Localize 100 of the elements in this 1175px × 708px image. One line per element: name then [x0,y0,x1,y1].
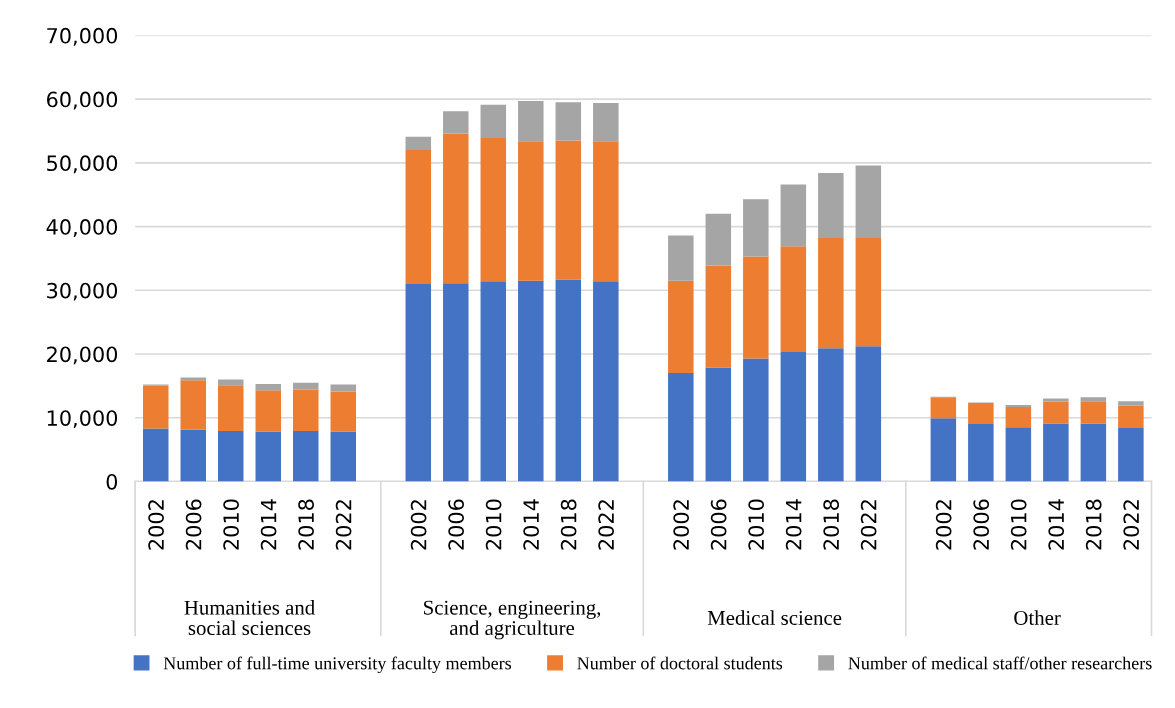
legend-label: Number of doctoral students [577,656,783,670]
bar [255,383,282,391]
x-tick-label: 2006 [710,499,727,550]
bar [518,101,544,142]
bar [855,238,882,347]
bar [818,348,844,482]
bar [743,256,769,359]
x-tick-label: 2014 [523,499,540,550]
bar [255,431,282,482]
x-tick-label: 2014 [785,499,802,550]
bar [405,283,432,482]
x-tick-label: 2010 [485,499,502,550]
bar [855,346,882,482]
text: Humanities and social sciences [184,600,315,636]
bar [743,358,769,482]
x-tick-label: 2002 [410,500,427,550]
y-tick-label: 10,000 [47,410,118,429]
bar [180,429,207,482]
bar [180,380,207,430]
bar [405,150,432,284]
bar [218,379,244,386]
y-tick-label: 70,000 [47,27,118,46]
x-tick-label: 2010 [748,499,765,550]
bar [668,280,694,374]
bar [968,424,994,482]
y-tick-label: 60,000 [47,91,118,110]
bar [1005,427,1032,482]
bar [1118,405,1144,428]
bar [705,367,732,482]
bar [1043,398,1069,402]
bar [293,431,319,482]
y-tick-label: 50,000 [47,155,118,174]
y-tick-label: 40,000 [46,219,118,237]
x-tick-label: 2002 [148,500,164,550]
bar [668,373,694,482]
bar [518,280,544,482]
legend-label: Number of medical staff/other researchers [848,656,1152,670]
bar [593,281,619,482]
bar [818,238,844,349]
y-tick-label: 20,000 [47,346,118,365]
text: Science, engineering, and agriculture [424,600,601,640]
bar [480,281,507,482]
x-tick-label: 2022 [598,500,615,550]
bar [293,389,319,432]
bar [1043,401,1069,424]
y-tick-label: 0 [106,473,118,490]
bar [143,428,169,482]
bar [780,184,807,247]
bar [330,384,357,392]
x-tick-label: 2010 [1010,499,1027,550]
bar [743,199,769,257]
x-tick-label: 2018 [298,499,314,550]
x-tick-label: 2022 [860,500,877,550]
x-tick-label: 2014 [1048,499,1065,550]
text: Medical science [707,610,842,625]
x-tick-label: 2006 [448,499,464,550]
bar [143,385,169,429]
bar [218,385,244,432]
y-tick-label: 30,000 [47,282,118,301]
bar [780,246,807,353]
x-tick-label: 2002 [673,500,690,550]
bar [555,140,582,280]
x-tick-label: 2006 [185,499,202,550]
bar [330,431,357,482]
x-tick-label: 2022 [335,500,352,550]
bar [1080,397,1107,402]
x-tick-label: 2022 [1123,500,1140,550]
legend-label: Number of full-time university faculty members [163,656,512,674]
bar [1080,423,1107,482]
x-tick-label: 2002 [935,500,952,550]
bar [518,141,544,281]
text: Other [1014,610,1061,625]
bar [443,133,469,284]
bar [593,102,619,142]
x-tick-label: 2006 [973,499,990,550]
bar [480,137,507,282]
bar [593,141,619,282]
bar [855,165,882,239]
bar [930,418,957,482]
bar [968,403,994,425]
bar [255,390,282,432]
bar [930,397,957,419]
bar [443,111,469,134]
bar [1080,401,1107,424]
x-tick-label: 2018 [1085,499,1102,550]
bar [443,283,469,482]
bar [480,104,507,138]
bar [330,391,357,432]
x-tick-label: 2010 [223,499,239,550]
bar [293,382,319,390]
x-tick-label: 2018 [560,499,577,550]
bar [668,235,694,281]
bar [555,279,582,482]
bar [705,265,732,368]
bar [555,102,582,141]
bar [1043,423,1069,482]
bar [780,352,807,482]
bar [818,173,844,239]
bar [1005,406,1032,428]
bar [218,431,244,482]
